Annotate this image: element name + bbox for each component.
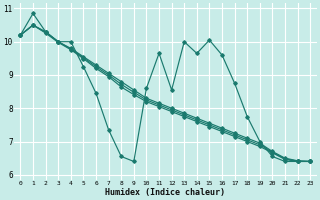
X-axis label: Humidex (Indice chaleur): Humidex (Indice chaleur) [105,188,225,197]
